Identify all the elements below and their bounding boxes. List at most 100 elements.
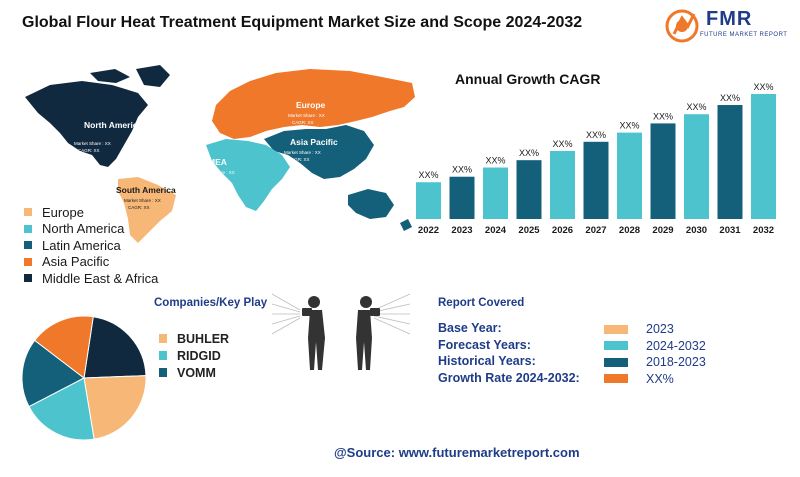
pie-slice-3	[28, 377, 95, 441]
pie-slice-2	[83, 375, 147, 440]
bar-data-label-2029: XX%	[653, 111, 673, 121]
bar-2032	[751, 94, 776, 219]
map-share-europe: Market Share : XX	[288, 113, 325, 118]
report-value-item: 2024-2032	[604, 338, 706, 355]
report-swatch	[604, 324, 628, 334]
pie-slice-4	[21, 339, 85, 408]
report-label-forecast-years: Forecast Years:	[438, 337, 531, 352]
report-value-item: 2023	[604, 321, 706, 338]
report-value-forecast-years: 2024-2032	[646, 338, 706, 353]
report-title: Report Covered	[438, 297, 525, 309]
map-share-asia-pacific: Market Share : XX	[284, 150, 321, 155]
company-legend: BUHLER RIDGID VOMM	[159, 330, 229, 381]
x-tick-label-2027: 2027	[585, 225, 606, 236]
x-tick-label-2030: 2030	[686, 225, 707, 236]
legend-item: Asia Pacific	[24, 254, 158, 271]
bar-data-label-2027: XX%	[586, 130, 606, 140]
bar-data-label-2025: XX%	[519, 148, 539, 158]
map-cagr-europe: CAGR: XX	[292, 120, 314, 125]
report-value-base-year: 2023	[646, 322, 674, 337]
bar-2024	[483, 167, 508, 219]
company-item: VOMM	[159, 364, 229, 381]
company-item: RIDGID	[159, 347, 229, 364]
company-swatch	[159, 351, 167, 360]
x-tick-label-2031: 2031	[719, 225, 741, 236]
bar-data-label-2022: XX%	[418, 170, 438, 180]
map-australia	[348, 189, 394, 219]
pie-slice-5	[34, 315, 94, 379]
legend-swatch	[24, 224, 32, 233]
x-tick-label-2024: 2024	[485, 225, 507, 236]
legend-swatch	[24, 274, 32, 283]
x-tick-label-2028: 2028	[619, 225, 640, 236]
bar-2027	[583, 141, 609, 219]
map-cagr-mea: CAGR: XX	[202, 177, 224, 182]
bar-data-label-2028: XX%	[619, 121, 639, 131]
map-label-asia-pacific: Asia Pacific	[290, 137, 338, 147]
report-swatch	[604, 357, 628, 367]
company-swatch	[159, 334, 167, 343]
report-label-growth-rate: Growth Rate 2024-2032:	[438, 370, 580, 385]
bar-data-label-2024: XX%	[485, 156, 505, 166]
report-value-item: XX%	[604, 371, 706, 388]
legend-swatch	[24, 241, 32, 250]
map-label-north-america: North America	[84, 120, 143, 130]
map-mea	[206, 139, 290, 211]
legend-label: North America	[42, 221, 125, 237]
company-label: RIDGID	[177, 348, 221, 363]
bar-2025	[516, 160, 542, 219]
world-map: North America Market Share : XX CAGR: XX…	[25, 65, 415, 243]
map-south-america	[118, 177, 176, 243]
bar-2026	[550, 150, 575, 219]
source-link[interactable]: @Source: www.futuremarketreport.com	[334, 445, 580, 460]
logo-subtext: FUTURE MARKET REPORT	[700, 32, 788, 38]
map-cagr-south-america: CAGR: XX	[128, 205, 150, 210]
pie-chart	[21, 315, 147, 441]
map-cagr-asia-pacific: CAGR: XX	[288, 157, 310, 162]
region-legend: Europe North America Latin America Asia …	[24, 204, 158, 287]
company-item: BUHLER	[159, 330, 229, 347]
bar-data-label-2032: XX%	[753, 82, 773, 92]
x-tick-label-2032: 2032	[753, 225, 774, 236]
bar-chart-title: Annual Growth CAGR	[455, 71, 601, 87]
map-label-europe: Europe	[296, 100, 326, 110]
legend-label: Asia Pacific	[42, 254, 110, 270]
company-swatch	[159, 368, 167, 377]
legend-label: Latin America	[42, 237, 121, 253]
legend-item: Latin America	[24, 237, 158, 254]
company-label: VOMM	[177, 365, 216, 380]
bar-chart: XX% 2022 XX% 2023 XX% 2024 XX% 2025 XX% 2026 XX% 20…	[416, 82, 776, 236]
map-label-south-america: South America	[116, 185, 176, 195]
bar-data-label-2031: XX%	[720, 93, 740, 103]
x-tick-label-2029: 2029	[652, 225, 673, 236]
bar-2029	[650, 123, 676, 219]
legend-item: North America	[24, 221, 158, 238]
bar-2028	[617, 132, 642, 219]
x-tick-label-2025: 2025	[518, 225, 540, 236]
report-value-item: 2018-2023	[604, 354, 706, 371]
legend-label: Europe	[42, 204, 84, 220]
legend-swatch	[24, 208, 32, 217]
legend-item: Middle East & Africa	[24, 270, 158, 287]
fmr-logo	[665, 9, 699, 43]
map-share-north-america: Market Share : XX	[74, 141, 111, 146]
report-value-historical-years: 2018-2023	[646, 355, 706, 370]
legend-swatch	[24, 257, 32, 266]
page-title: Global Flour Heat Treatment Equipment Ma…	[22, 14, 583, 31]
bar-2022	[416, 182, 441, 219]
bar-2031	[717, 105, 743, 219]
map-north-america	[25, 81, 148, 167]
legend-label: Middle East & Africa	[42, 270, 159, 286]
report-label-historical-years: Historical Years:	[438, 354, 536, 368]
report-label-base-year: Base Year:	[438, 321, 502, 335]
map-asia-pacific	[264, 125, 374, 179]
report-swatch	[604, 374, 628, 384]
companies-title: Companies/Key Play	[154, 297, 268, 309]
bar-data-label-2023: XX%	[452, 165, 472, 175]
binocular-figures-illustration	[271, 293, 411, 370]
report-labels: Base Year: Forecast Years: Historical Ye…	[438, 321, 580, 387]
map-share-south-america: Market Share : XX	[124, 198, 161, 203]
map-label-mea: MEA	[208, 157, 227, 167]
bar-data-label-2030: XX%	[686, 102, 706, 112]
x-tick-label-2022: 2022	[418, 225, 439, 236]
